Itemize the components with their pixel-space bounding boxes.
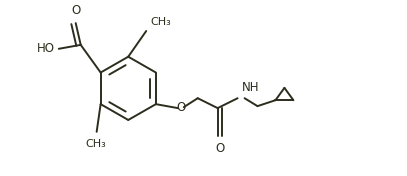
Text: CH₃: CH₃: [150, 17, 171, 27]
Text: O: O: [215, 142, 224, 155]
Text: HO: HO: [37, 42, 55, 55]
Text: O: O: [71, 4, 80, 17]
Text: NH: NH: [242, 81, 259, 94]
Text: CH₃: CH₃: [85, 139, 106, 149]
Text: O: O: [177, 101, 186, 114]
